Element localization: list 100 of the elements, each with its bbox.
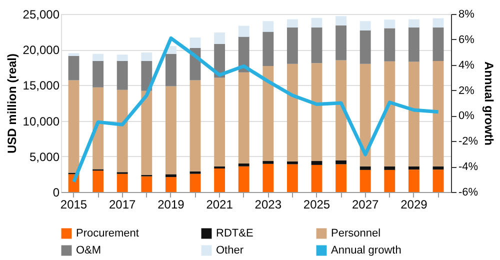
bar bbox=[214, 166, 226, 169]
bar bbox=[336, 16, 347, 26]
bar bbox=[214, 168, 226, 192]
bar bbox=[141, 90, 152, 175]
x-tick-label: 2027 bbox=[352, 198, 380, 212]
bar bbox=[360, 64, 371, 166]
bar bbox=[384, 166, 396, 170]
legend-label: RDT&E bbox=[216, 228, 254, 240]
bar bbox=[165, 54, 176, 86]
y-tick-label: 5,000 bbox=[29, 150, 60, 164]
bar bbox=[336, 160, 347, 164]
y2-tick-label: 0% bbox=[458, 110, 475, 122]
bar bbox=[286, 64, 298, 162]
x-tick-label: 2029 bbox=[400, 198, 428, 212]
bar bbox=[165, 177, 176, 192]
bar bbox=[238, 166, 250, 192]
bar bbox=[311, 164, 322, 192]
bar bbox=[336, 60, 347, 160]
x-tick-label: 2015 bbox=[60, 198, 88, 212]
bar bbox=[360, 30, 371, 64]
legend-label: Other bbox=[216, 244, 244, 256]
legend-label: Personnel bbox=[331, 228, 381, 240]
x-tick-label: 2023 bbox=[254, 198, 282, 212]
bar bbox=[190, 174, 201, 192]
bar bbox=[311, 18, 322, 28]
bar bbox=[432, 170, 444, 192]
bar bbox=[408, 28, 420, 62]
bar bbox=[116, 174, 128, 192]
bar bbox=[408, 166, 420, 170]
bar bbox=[286, 164, 298, 192]
bar bbox=[360, 21, 371, 30]
x-tick-label: 2025 bbox=[303, 198, 330, 212]
y2-tick-label: 8% bbox=[458, 8, 475, 20]
x-tick-label: 2021 bbox=[206, 198, 234, 212]
bar bbox=[384, 61, 396, 166]
y2-tick-label: -2% bbox=[458, 136, 478, 148]
y-tick-label: 15,000 bbox=[22, 78, 60, 93]
bar bbox=[408, 62, 420, 166]
bar bbox=[384, 170, 396, 192]
y-tick-label: 25,000 bbox=[22, 8, 60, 22]
bar bbox=[92, 54, 104, 61]
bar bbox=[116, 54, 128, 61]
legend-label: Procurement bbox=[76, 228, 139, 240]
x-tick-label: 2017 bbox=[109, 198, 136, 212]
bar bbox=[262, 21, 274, 32]
bar bbox=[262, 32, 274, 66]
bar bbox=[432, 60, 444, 166]
y-axis-title: USD million (real) bbox=[4, 53, 19, 154]
bar bbox=[68, 53, 80, 56]
bar bbox=[214, 32, 226, 44]
bar bbox=[190, 37, 201, 48]
bar bbox=[214, 78, 226, 166]
bar bbox=[432, 28, 444, 61]
y2-axis-title: Annual growth bbox=[482, 62, 496, 146]
x-tick-label: 2019 bbox=[158, 198, 185, 212]
bar bbox=[384, 20, 396, 28]
bar bbox=[116, 60, 128, 90]
bar bbox=[92, 170, 104, 192]
bar bbox=[286, 28, 298, 64]
bar bbox=[262, 164, 274, 192]
y2-tick-label: -4% bbox=[458, 161, 478, 174]
y2-tick-label: 2% bbox=[458, 84, 475, 97]
bar bbox=[432, 166, 444, 170]
y-tick-label: 20,000 bbox=[22, 43, 60, 58]
y-tick-label: 0 bbox=[52, 186, 60, 200]
legend-label: Annual growth bbox=[331, 244, 402, 256]
bar bbox=[336, 164, 347, 192]
bar bbox=[238, 164, 250, 166]
bar bbox=[262, 161, 274, 164]
bar bbox=[92, 87, 104, 170]
bar bbox=[141, 52, 152, 61]
bar bbox=[190, 80, 201, 172]
bar bbox=[165, 86, 176, 174]
bar bbox=[408, 170, 420, 192]
bar bbox=[68, 80, 80, 173]
y-tick-label: 10,000 bbox=[22, 114, 60, 128]
bar bbox=[311, 28, 322, 64]
bar bbox=[116, 90, 128, 172]
y2-tick-label: 4% bbox=[458, 59, 475, 72]
bar bbox=[141, 60, 152, 91]
bar bbox=[311, 161, 322, 165]
bar bbox=[68, 56, 80, 80]
bar bbox=[384, 28, 396, 62]
bar bbox=[262, 66, 274, 162]
bar bbox=[408, 19, 420, 28]
y2-tick-label: 6% bbox=[458, 34, 475, 46]
y2-tick-label: -6% bbox=[458, 186, 478, 198]
legend-label: O&M bbox=[76, 244, 102, 256]
bar bbox=[286, 19, 298, 28]
bar bbox=[360, 170, 371, 192]
bar bbox=[336, 25, 347, 60]
bar bbox=[165, 174, 176, 178]
bar bbox=[190, 171, 201, 174]
bar bbox=[432, 18, 444, 28]
bar bbox=[311, 63, 322, 162]
bar bbox=[360, 166, 371, 170]
bar bbox=[141, 176, 152, 192]
bar bbox=[238, 26, 250, 37]
bar bbox=[92, 60, 104, 88]
line-series bbox=[72, 36, 440, 184]
